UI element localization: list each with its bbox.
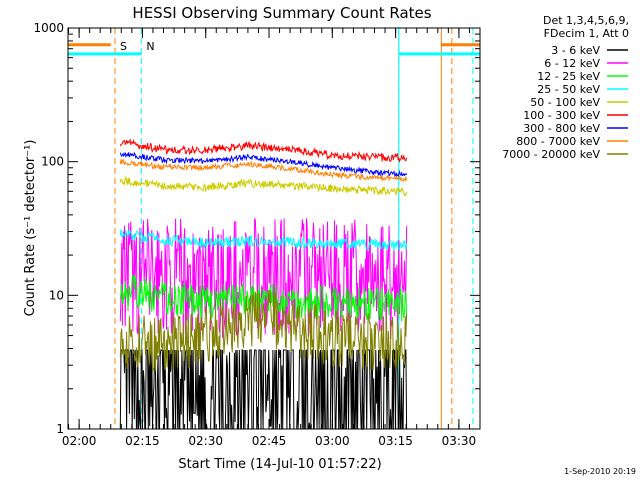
series-line: [119, 348, 408, 431]
x-tick-label: 03:15: [378, 434, 413, 448]
series-line: [119, 137, 408, 163]
y-tick-label: 100: [41, 155, 64, 169]
legend-label: 100 - 300 keV: [523, 109, 600, 122]
legend-label: 12 - 25 keV: [537, 70, 600, 83]
x-axis-label: Start Time (14-Jul-10 01:57:22): [178, 457, 381, 472]
legend-label: 7000 - 20000 keV: [502, 148, 600, 161]
series-6-12-kev: [119, 218, 408, 340]
series-line: [119, 289, 408, 372]
y-tick-label: 10: [49, 288, 64, 302]
x-tick-label: 02:15: [125, 434, 160, 448]
series-7000-20000-kev: [119, 289, 408, 372]
series-800-7000-kev: [119, 158, 408, 182]
legend-label: 6 - 12 keV: [544, 57, 600, 70]
legend-label: 300 - 800 keV: [523, 122, 600, 135]
series-line: [119, 151, 408, 178]
series-25-50-kev: [119, 228, 408, 251]
series-300-800-kev: [119, 151, 408, 178]
y-tick-label: 1: [56, 422, 64, 436]
y-tick-label: 1000: [33, 21, 64, 35]
legend-header: Det 1,3,4,5,6,9,: [543, 14, 629, 27]
legend-label: 800 - 7000 keV: [516, 135, 600, 148]
event-label: S: [120, 40, 127, 53]
y-axis-label: Count Rate (s⁻¹ detector⁻¹): [23, 140, 38, 317]
series-50-100-kev: [119, 175, 408, 197]
series-line: [119, 274, 408, 322]
legend-header: FDecim 1, Att 0: [544, 27, 629, 40]
series-line: [119, 158, 408, 182]
x-tick-label: 02:45: [252, 434, 287, 448]
chart-title: HESSI Observing Summary Count Rates: [132, 4, 431, 22]
x-tick-label: 03:30: [442, 434, 477, 448]
series-line: [119, 175, 408, 197]
series-12-25-kev: [119, 274, 408, 322]
series-3-6-kev: [119, 348, 408, 431]
legend-label: 25 - 50 keV: [537, 83, 600, 96]
series-100-300-kev: [119, 137, 408, 163]
footer-timestamp: 1-Sep-2010 20:19: [564, 467, 636, 476]
series-line: [119, 228, 408, 251]
legend: Det 1,3,4,5,6,9,FDecim 1, Att 0 3 - 6 keV…: [502, 14, 629, 161]
x-tick-label: 03:00: [315, 434, 350, 448]
plot-area: [67, 27, 481, 430]
legend-label: 50 - 100 keV: [530, 96, 600, 109]
series-line: [119, 218, 408, 340]
x-tick-label: 02:00: [62, 434, 97, 448]
legend-label: 3 - 6 keV: [551, 44, 600, 57]
event-label: N: [146, 40, 154, 53]
x-tick-label: 02:30: [188, 434, 223, 448]
